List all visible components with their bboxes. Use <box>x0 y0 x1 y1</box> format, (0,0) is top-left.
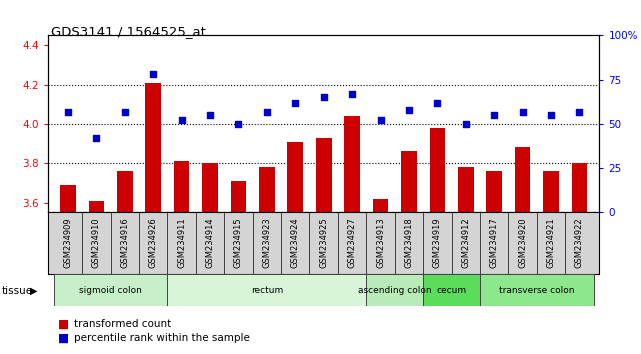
Text: GSM234926: GSM234926 <box>149 217 158 268</box>
Bar <box>117 171 133 212</box>
Text: percentile rank within the sample: percentile rank within the sample <box>74 333 249 343</box>
Point <box>120 109 130 114</box>
Text: ascending colon: ascending colon <box>358 286 431 295</box>
Text: GSM234920: GSM234920 <box>518 217 527 268</box>
Point <box>91 135 101 141</box>
Bar <box>401 152 417 212</box>
Text: transformed count: transformed count <box>74 319 171 329</box>
Bar <box>146 82 161 212</box>
Text: ■: ■ <box>58 318 69 330</box>
Bar <box>366 274 423 306</box>
Bar <box>202 163 218 212</box>
Text: GSM234915: GSM234915 <box>234 217 243 268</box>
Text: GSM234912: GSM234912 <box>462 217 470 268</box>
Point <box>574 109 585 114</box>
Point <box>432 100 442 105</box>
Point <box>262 109 272 114</box>
Bar <box>543 171 559 212</box>
Point <box>489 112 499 118</box>
Point <box>205 112 215 118</box>
Point <box>461 121 471 127</box>
Bar <box>60 185 76 212</box>
Text: GSM234925: GSM234925 <box>319 217 328 268</box>
Text: ▶: ▶ <box>30 286 38 296</box>
Bar <box>572 163 587 212</box>
Text: GSM234917: GSM234917 <box>490 217 499 268</box>
Bar <box>259 167 275 212</box>
Text: GSM234909: GSM234909 <box>63 217 72 268</box>
Point <box>376 118 386 123</box>
Point <box>290 100 301 105</box>
Text: GSM234923: GSM234923 <box>262 217 271 268</box>
Text: GSM234918: GSM234918 <box>404 217 413 268</box>
Bar <box>372 199 388 212</box>
Bar <box>344 116 360 212</box>
Bar <box>487 171 502 212</box>
Bar <box>429 128 445 212</box>
Bar <box>515 148 530 212</box>
Text: rectum: rectum <box>251 286 283 295</box>
Bar <box>231 181 246 212</box>
Bar <box>458 167 474 212</box>
Text: GSM234921: GSM234921 <box>547 217 556 268</box>
Text: GSM234913: GSM234913 <box>376 217 385 268</box>
Text: transverse colon: transverse colon <box>499 286 574 295</box>
Text: GSM234924: GSM234924 <box>291 217 300 268</box>
Text: GSM234911: GSM234911 <box>177 217 186 268</box>
Point <box>546 112 556 118</box>
Text: ■: ■ <box>58 332 69 344</box>
Point <box>517 109 528 114</box>
Text: GDS3141 / 1564525_at: GDS3141 / 1564525_at <box>51 25 206 38</box>
Text: GSM234919: GSM234919 <box>433 217 442 268</box>
Bar <box>88 201 104 212</box>
Text: GSM234910: GSM234910 <box>92 217 101 268</box>
Point <box>63 109 73 114</box>
Text: cecum: cecum <box>437 286 467 295</box>
Text: GSM234916: GSM234916 <box>121 217 129 268</box>
Bar <box>174 161 190 212</box>
Point <box>233 121 244 127</box>
Text: GSM234922: GSM234922 <box>575 217 584 268</box>
Bar <box>167 274 366 306</box>
Bar <box>480 274 594 306</box>
Text: tissue: tissue <box>1 286 33 296</box>
Text: sigmoid colon: sigmoid colon <box>79 286 142 295</box>
Point <box>148 72 158 77</box>
Text: GSM234927: GSM234927 <box>347 217 356 268</box>
Bar <box>316 138 331 212</box>
Point <box>176 118 187 123</box>
Point <box>347 91 357 97</box>
Bar <box>423 274 480 306</box>
Bar <box>287 142 303 212</box>
Point <box>319 95 329 100</box>
Point <box>404 107 414 113</box>
Text: GSM234914: GSM234914 <box>206 217 215 268</box>
Bar <box>54 274 167 306</box>
